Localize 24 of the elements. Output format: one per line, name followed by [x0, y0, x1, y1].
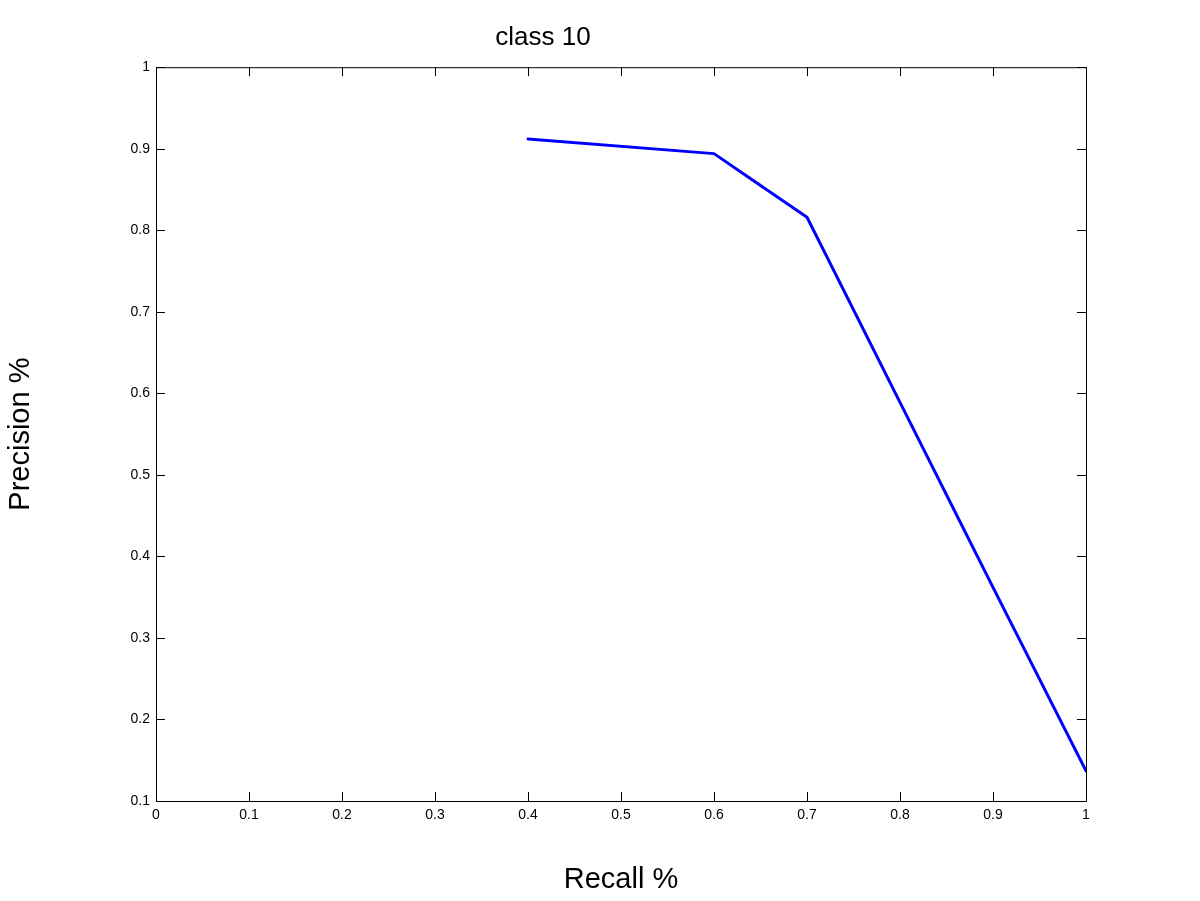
x-tick-label: 0.3 — [425, 806, 445, 823]
y-tick-label: 0.6 — [130, 384, 151, 401]
y-tick-label: 0.3 — [130, 628, 151, 645]
y-tick-label: 0.7 — [130, 302, 151, 319]
y-tick-label: 0.4 — [130, 547, 151, 564]
x-tick-label: 0.9 — [983, 806, 1003, 823]
y-tick-label: 0.9 — [130, 139, 151, 156]
x-tick-label: 0.1 — [239, 806, 259, 823]
chart-title: class 10 — [495, 20, 591, 51]
y-tick-label: 0.1 — [130, 791, 151, 808]
y-tick-label: 0.2 — [130, 710, 151, 727]
x-tick-label: 0.2 — [332, 806, 352, 823]
y-tick-label: 0.8 — [130, 221, 151, 238]
x-tick-label: 0.5 — [611, 806, 631, 823]
x-tick-label: 1 — [1082, 806, 1091, 823]
x-tick-label: 0.4 — [518, 806, 538, 823]
x-tick-label: 0.6 — [704, 806, 724, 823]
y-axis-title: Precision % — [3, 357, 36, 511]
x-tick-label: 0 — [152, 806, 161, 823]
y-tick-label: 0.5 — [130, 465, 151, 482]
x-axis-title: Recall % — [563, 861, 679, 894]
y-tick-label: 1 — [142, 58, 151, 75]
x-tick-label: 0.7 — [797, 806, 817, 823]
x-tick-label: 0.8 — [890, 806, 910, 823]
